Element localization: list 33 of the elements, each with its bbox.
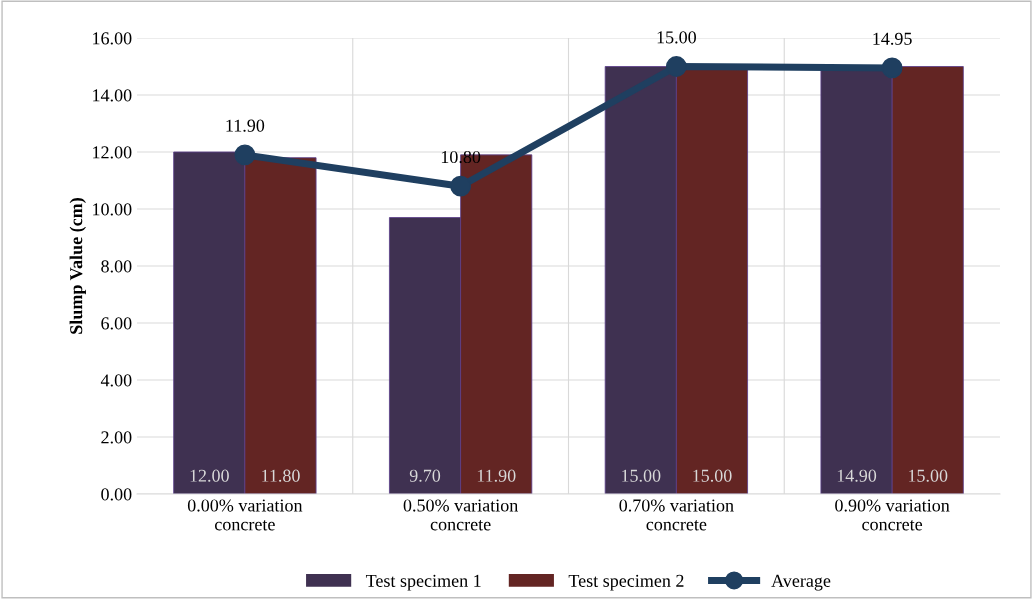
y-tick-label: 0.00 <box>101 488 132 501</box>
data-label: 15.00 <box>693 469 732 482</box>
legend-label: Average <box>771 574 831 591</box>
data-label: 15.00 <box>622 469 661 482</box>
data-label: 11.90 <box>477 469 516 482</box>
point <box>665 56 687 77</box>
x-tick-label: 0.90% variation concrete <box>835 499 950 531</box>
y-tick-label: 16.00 <box>93 32 132 45</box>
y-axis-title: Slump Value (cm) <box>69 198 86 334</box>
data-label: 10.80 <box>441 150 481 164</box>
data-label: 12.00 <box>190 469 229 482</box>
legend-label: Test specimen 1 <box>365 574 481 591</box>
point <box>881 57 903 79</box>
y-tick-label: 14.00 <box>93 89 132 102</box>
data-label: 11.80 <box>262 469 300 482</box>
y-tick-label: 6.00 <box>101 317 132 330</box>
x-tick-label: 0.00% variation concrete <box>187 499 303 531</box>
data-label: 14.90 <box>837 469 877 482</box>
data-label: 15.00 <box>657 31 696 44</box>
data-label: 14.95 <box>873 32 912 45</box>
legend-label: Test specimen 2 <box>568 574 684 591</box>
x-tick-label: 0.50% variation concrete <box>403 499 519 531</box>
data-label: 11.90 <box>226 119 265 132</box>
x-tick-label: 0.70% variation concrete <box>619 499 734 531</box>
y-tick-label: 10.00 <box>93 203 132 216</box>
point <box>450 175 472 197</box>
data-label: 9.70 <box>409 469 441 482</box>
y-tick-label: 4.00 <box>100 374 132 387</box>
y-tick-label: 2.00 <box>101 431 132 444</box>
y-tick-label: 12.00 <box>93 146 132 159</box>
point <box>234 144 256 166</box>
data-label: 15.00 <box>909 469 948 482</box>
y-tick-label: 8.00 <box>101 260 132 273</box>
